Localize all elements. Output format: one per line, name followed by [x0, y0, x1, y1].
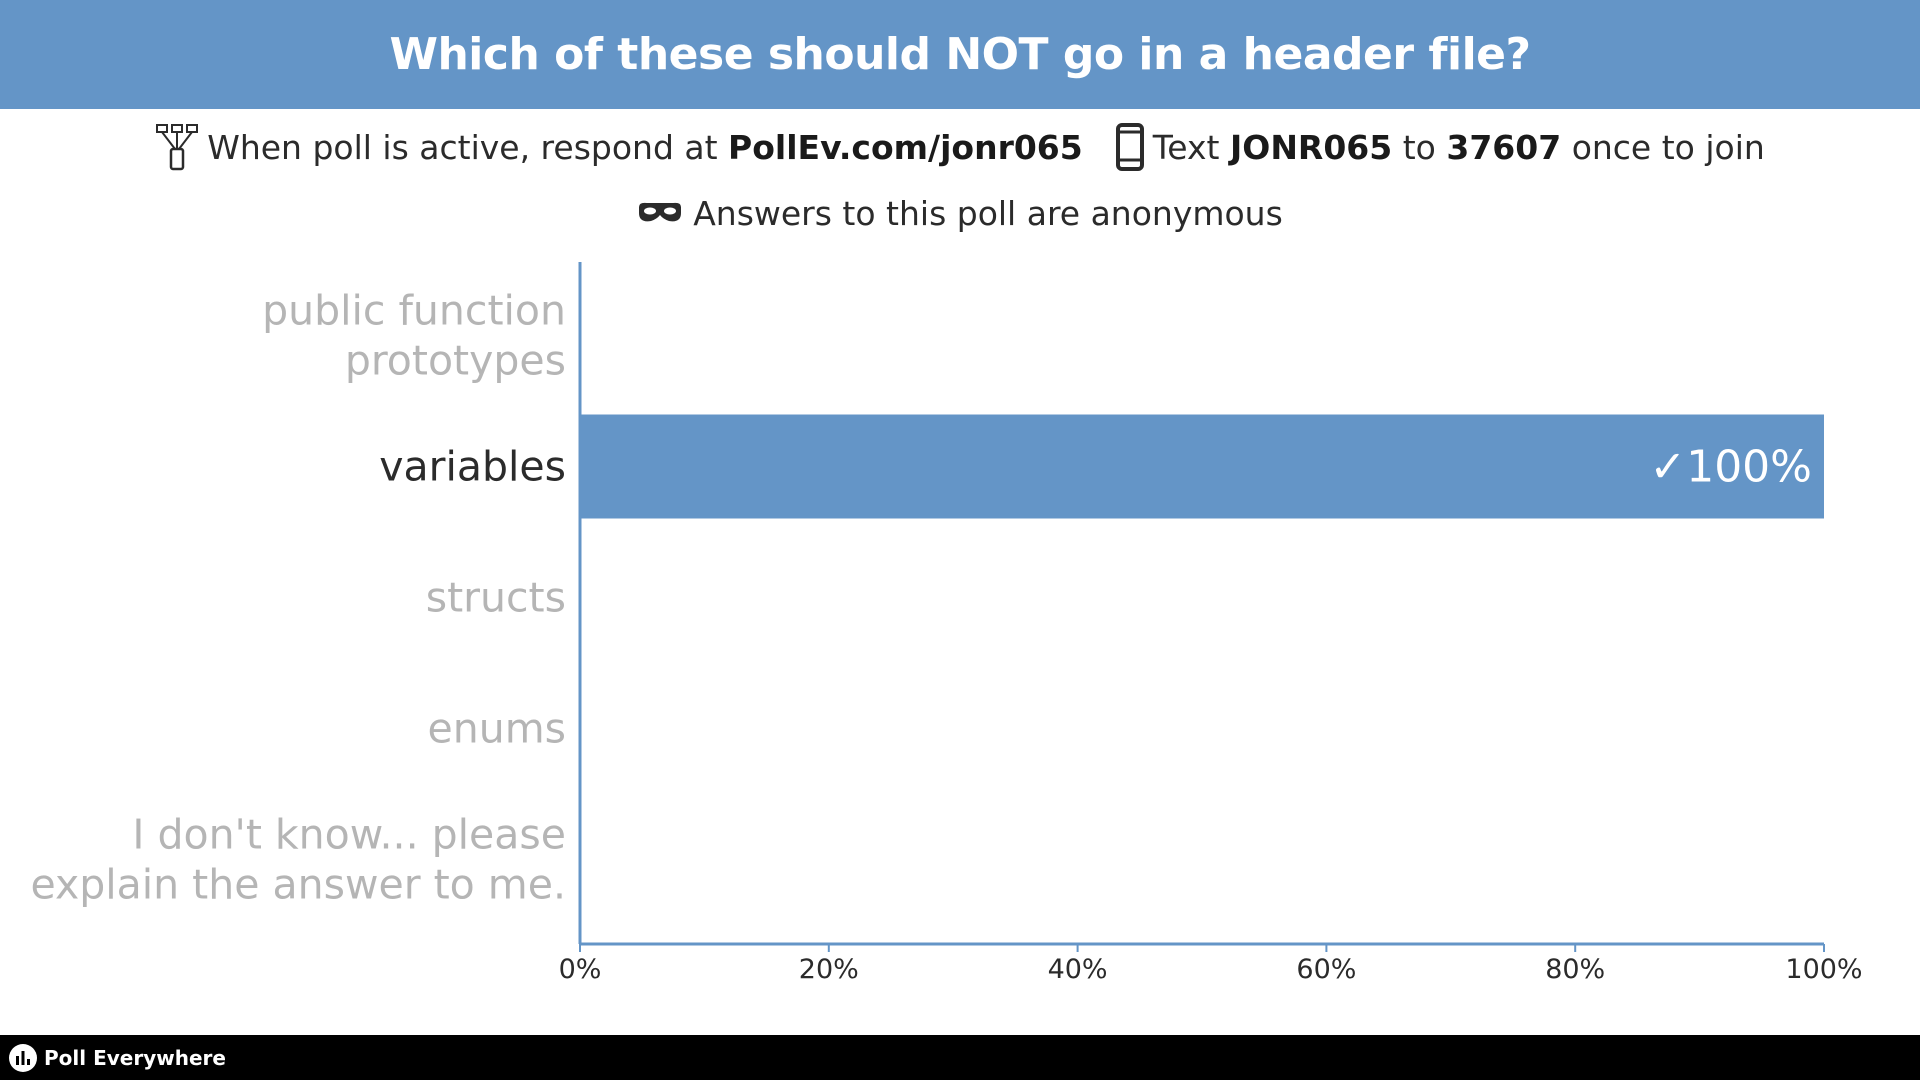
category-label-3: enums — [428, 705, 567, 753]
response-instructions: When poll is active, respond at PollEv.c… — [0, 112, 1920, 182]
sms-suffix: once to join — [1571, 127, 1765, 167]
x-tick-label-3: 60% — [1296, 954, 1356, 985]
sms-to: to — [1402, 127, 1436, 167]
bar-1 — [580, 414, 1824, 519]
x-tick-label-4: 80% — [1545, 954, 1605, 985]
category-label-4-line-0: I don't know... please — [132, 811, 566, 859]
mask-icon — [637, 194, 693, 233]
category-label-4-line-1: explain the answer to me. — [30, 861, 566, 909]
anonymity-text: Answers to this poll are anonymous — [693, 193, 1283, 233]
sms-code: JONR065 — [1229, 127, 1393, 167]
poll-question-title: Which of these should NOT go in a header… — [389, 29, 1531, 80]
x-tick-label-5: 100% — [1785, 954, 1862, 985]
category-label-0-line-1: prototypes — [345, 337, 566, 385]
brand-name: Poll Everywhere — [44, 1045, 226, 1070]
x-tick-label-1: 20% — [799, 954, 859, 985]
x-tick-label-2: 40% — [1048, 954, 1108, 985]
sms-number: 37607 — [1446, 127, 1562, 167]
network-icon — [155, 123, 207, 171]
poll-everywhere-logo-icon — [8, 1043, 38, 1073]
category-label-1: variables — [379, 443, 566, 491]
phone-icon — [1115, 123, 1153, 171]
title-bar: Which of these should NOT go in a header… — [0, 0, 1920, 109]
category-label-2: structs — [426, 574, 566, 622]
x-tick-label-0: 0% — [559, 954, 602, 985]
poll-url: PollEv.com/jonr065 — [728, 127, 1083, 167]
footer-bar: Poll Everywhere — [0, 1035, 1920, 1080]
bar-value-label-1: ✓100% — [1649, 442, 1812, 493]
sms-prefix: Text — [1152, 127, 1220, 167]
category-label-0-line-0: public function — [262, 287, 566, 335]
web-instruction-text: When poll is active, respond at — [207, 127, 718, 167]
anonymity-notice: Answers to this poll are anonymous — [0, 182, 1920, 244]
